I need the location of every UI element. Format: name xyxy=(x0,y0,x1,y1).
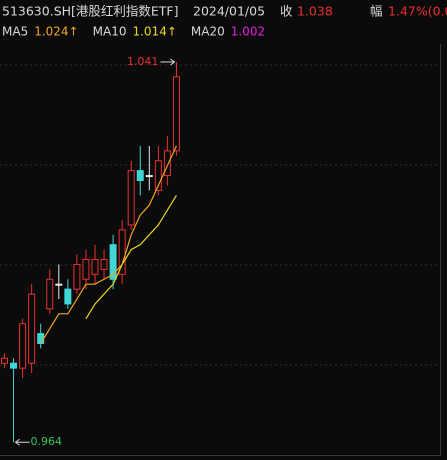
legend-name: MA10 xyxy=(93,25,127,39)
candle-body xyxy=(118,229,126,275)
candle-body xyxy=(64,288,72,305)
candle-body xyxy=(172,76,180,152)
legend-value: 1.002 xyxy=(231,25,265,39)
close-value: 1.038 xyxy=(297,4,333,19)
date: 2024/01/05 xyxy=(193,4,265,19)
change-value: 1.47%(0.015) xyxy=(388,4,447,19)
candle-body xyxy=(100,259,108,270)
change-label: 幅 xyxy=(370,4,383,19)
candle-body xyxy=(46,278,54,310)
candle-body xyxy=(127,170,135,226)
max-label: 1.041 xyxy=(127,55,159,68)
candle-body xyxy=(136,170,144,181)
legend-name: MA5 xyxy=(2,25,28,39)
candle-body xyxy=(154,160,162,191)
legend-value: 1.024↑ xyxy=(34,25,78,39)
candle-body xyxy=(73,263,81,290)
candle-body xyxy=(37,333,45,344)
min-label: 0.964 xyxy=(31,435,63,448)
candle-body xyxy=(163,150,171,177)
legend-value: 1.014↑ xyxy=(132,25,176,39)
ma-line xyxy=(40,145,177,344)
candle-body xyxy=(28,293,36,364)
ma-line xyxy=(85,194,177,320)
close-label: 收 xyxy=(280,4,293,19)
max-arrow-head xyxy=(170,58,176,66)
candle-body xyxy=(145,175,153,178)
code: 513630.SH[港股红利指数ETF] xyxy=(2,4,179,19)
candle-body xyxy=(82,259,90,280)
candle-body xyxy=(109,244,117,280)
min-arrow-head xyxy=(14,438,20,446)
candle-body xyxy=(19,323,27,369)
candle-body xyxy=(1,357,8,364)
legend-name: MA20 xyxy=(191,25,225,39)
candle-body xyxy=(91,259,99,275)
candle-body xyxy=(55,283,63,286)
candle-body xyxy=(10,362,18,369)
